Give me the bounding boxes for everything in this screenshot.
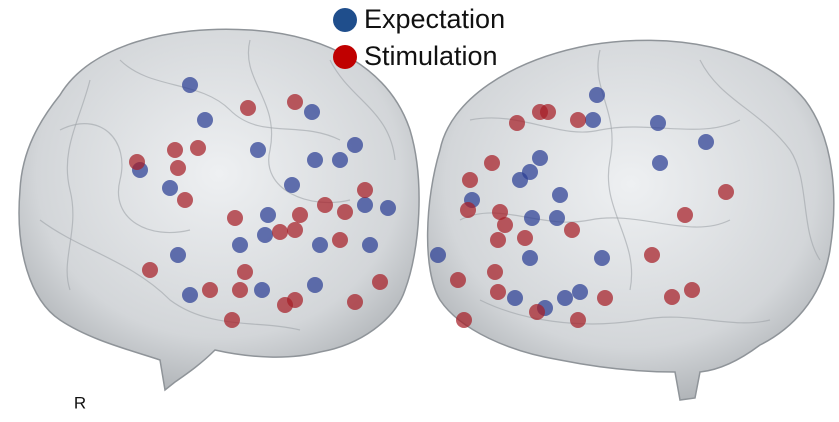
- electrode: [497, 217, 513, 233]
- electrode: [142, 262, 158, 278]
- electrode: [250, 142, 266, 158]
- electrode: [570, 312, 586, 328]
- electrode: [589, 87, 605, 103]
- electrode: [540, 104, 556, 120]
- electrode: [362, 237, 378, 253]
- legend-label: Stimulation: [364, 41, 498, 71]
- legend-marker: [333, 45, 357, 69]
- electrode: [284, 177, 300, 193]
- electrode: [177, 192, 193, 208]
- electrode: [237, 264, 253, 280]
- electrode: [507, 290, 523, 306]
- electrode: [517, 230, 533, 246]
- electrode: [332, 232, 348, 248]
- electrode: [224, 312, 240, 328]
- electrode: [652, 155, 668, 171]
- electrode: [572, 284, 588, 300]
- electrode: [287, 94, 303, 110]
- electrode: [272, 224, 288, 240]
- electrode: [240, 100, 256, 116]
- electrode: [167, 142, 183, 158]
- electrode: [129, 154, 145, 170]
- electrode: [664, 289, 680, 305]
- electrode: [292, 207, 308, 223]
- electrode: [585, 112, 601, 128]
- electrode: [347, 294, 363, 310]
- electrode: [277, 297, 293, 313]
- electrode: [549, 210, 565, 226]
- electrode: [170, 247, 186, 263]
- electrode: [287, 222, 303, 238]
- electrode: [677, 207, 693, 223]
- electrode: [487, 264, 503, 280]
- electrode: [232, 237, 248, 253]
- electrode: [357, 182, 373, 198]
- electrode: [522, 250, 538, 266]
- electrode: [260, 207, 276, 223]
- electrode: [522, 164, 538, 180]
- legend: Expectation Stimulation: [333, 4, 505, 71]
- electrode: [430, 247, 446, 263]
- electrode: [460, 202, 476, 218]
- brain-right: [428, 40, 834, 400]
- electrode: [570, 112, 586, 128]
- electrode: [202, 282, 218, 298]
- electrode: [490, 232, 506, 248]
- electrode: [190, 140, 206, 156]
- electrode: [529, 304, 545, 320]
- electrode: [532, 150, 548, 166]
- legend-marker: [333, 8, 357, 32]
- electrode: [684, 282, 700, 298]
- electrode: [650, 115, 666, 131]
- brain-outline: [428, 40, 834, 400]
- electrode: [557, 290, 573, 306]
- electrode: [644, 247, 660, 263]
- electrode: [450, 272, 466, 288]
- electrode: [182, 77, 198, 93]
- legend-label: Expectation: [364, 4, 505, 34]
- electrode: [162, 180, 178, 196]
- electrode: [257, 227, 273, 243]
- electrode: [337, 204, 353, 220]
- electrode: [170, 160, 186, 176]
- page: Expectation Stimulation R (() => { const…: [0, 0, 839, 417]
- electrode: [307, 152, 323, 168]
- electrode: [380, 200, 396, 216]
- electrode: [227, 210, 243, 226]
- electrode: [307, 277, 323, 293]
- electrode: [484, 155, 500, 171]
- side-label: R: [74, 393, 86, 412]
- electrode: [524, 210, 540, 226]
- electrode: [698, 134, 714, 150]
- electrode: [347, 137, 363, 153]
- electrode: [254, 282, 270, 298]
- electrode: [456, 312, 472, 328]
- electrode: [462, 172, 478, 188]
- electrode: [594, 250, 610, 266]
- electrode: [509, 115, 525, 131]
- electrode: [182, 287, 198, 303]
- electrode: [317, 197, 333, 213]
- electrode: [552, 187, 568, 203]
- electrode: [718, 184, 734, 200]
- electrode: [197, 112, 213, 128]
- electrode: [564, 222, 580, 238]
- electrode: [372, 274, 388, 290]
- figure: Expectation Stimulation R: [0, 0, 839, 417]
- electrode: [597, 290, 613, 306]
- electrode: [490, 284, 506, 300]
- electrode: [312, 237, 328, 253]
- electrode: [304, 104, 320, 120]
- electrode: [232, 282, 248, 298]
- electrode: [332, 152, 348, 168]
- electrode: [357, 197, 373, 213]
